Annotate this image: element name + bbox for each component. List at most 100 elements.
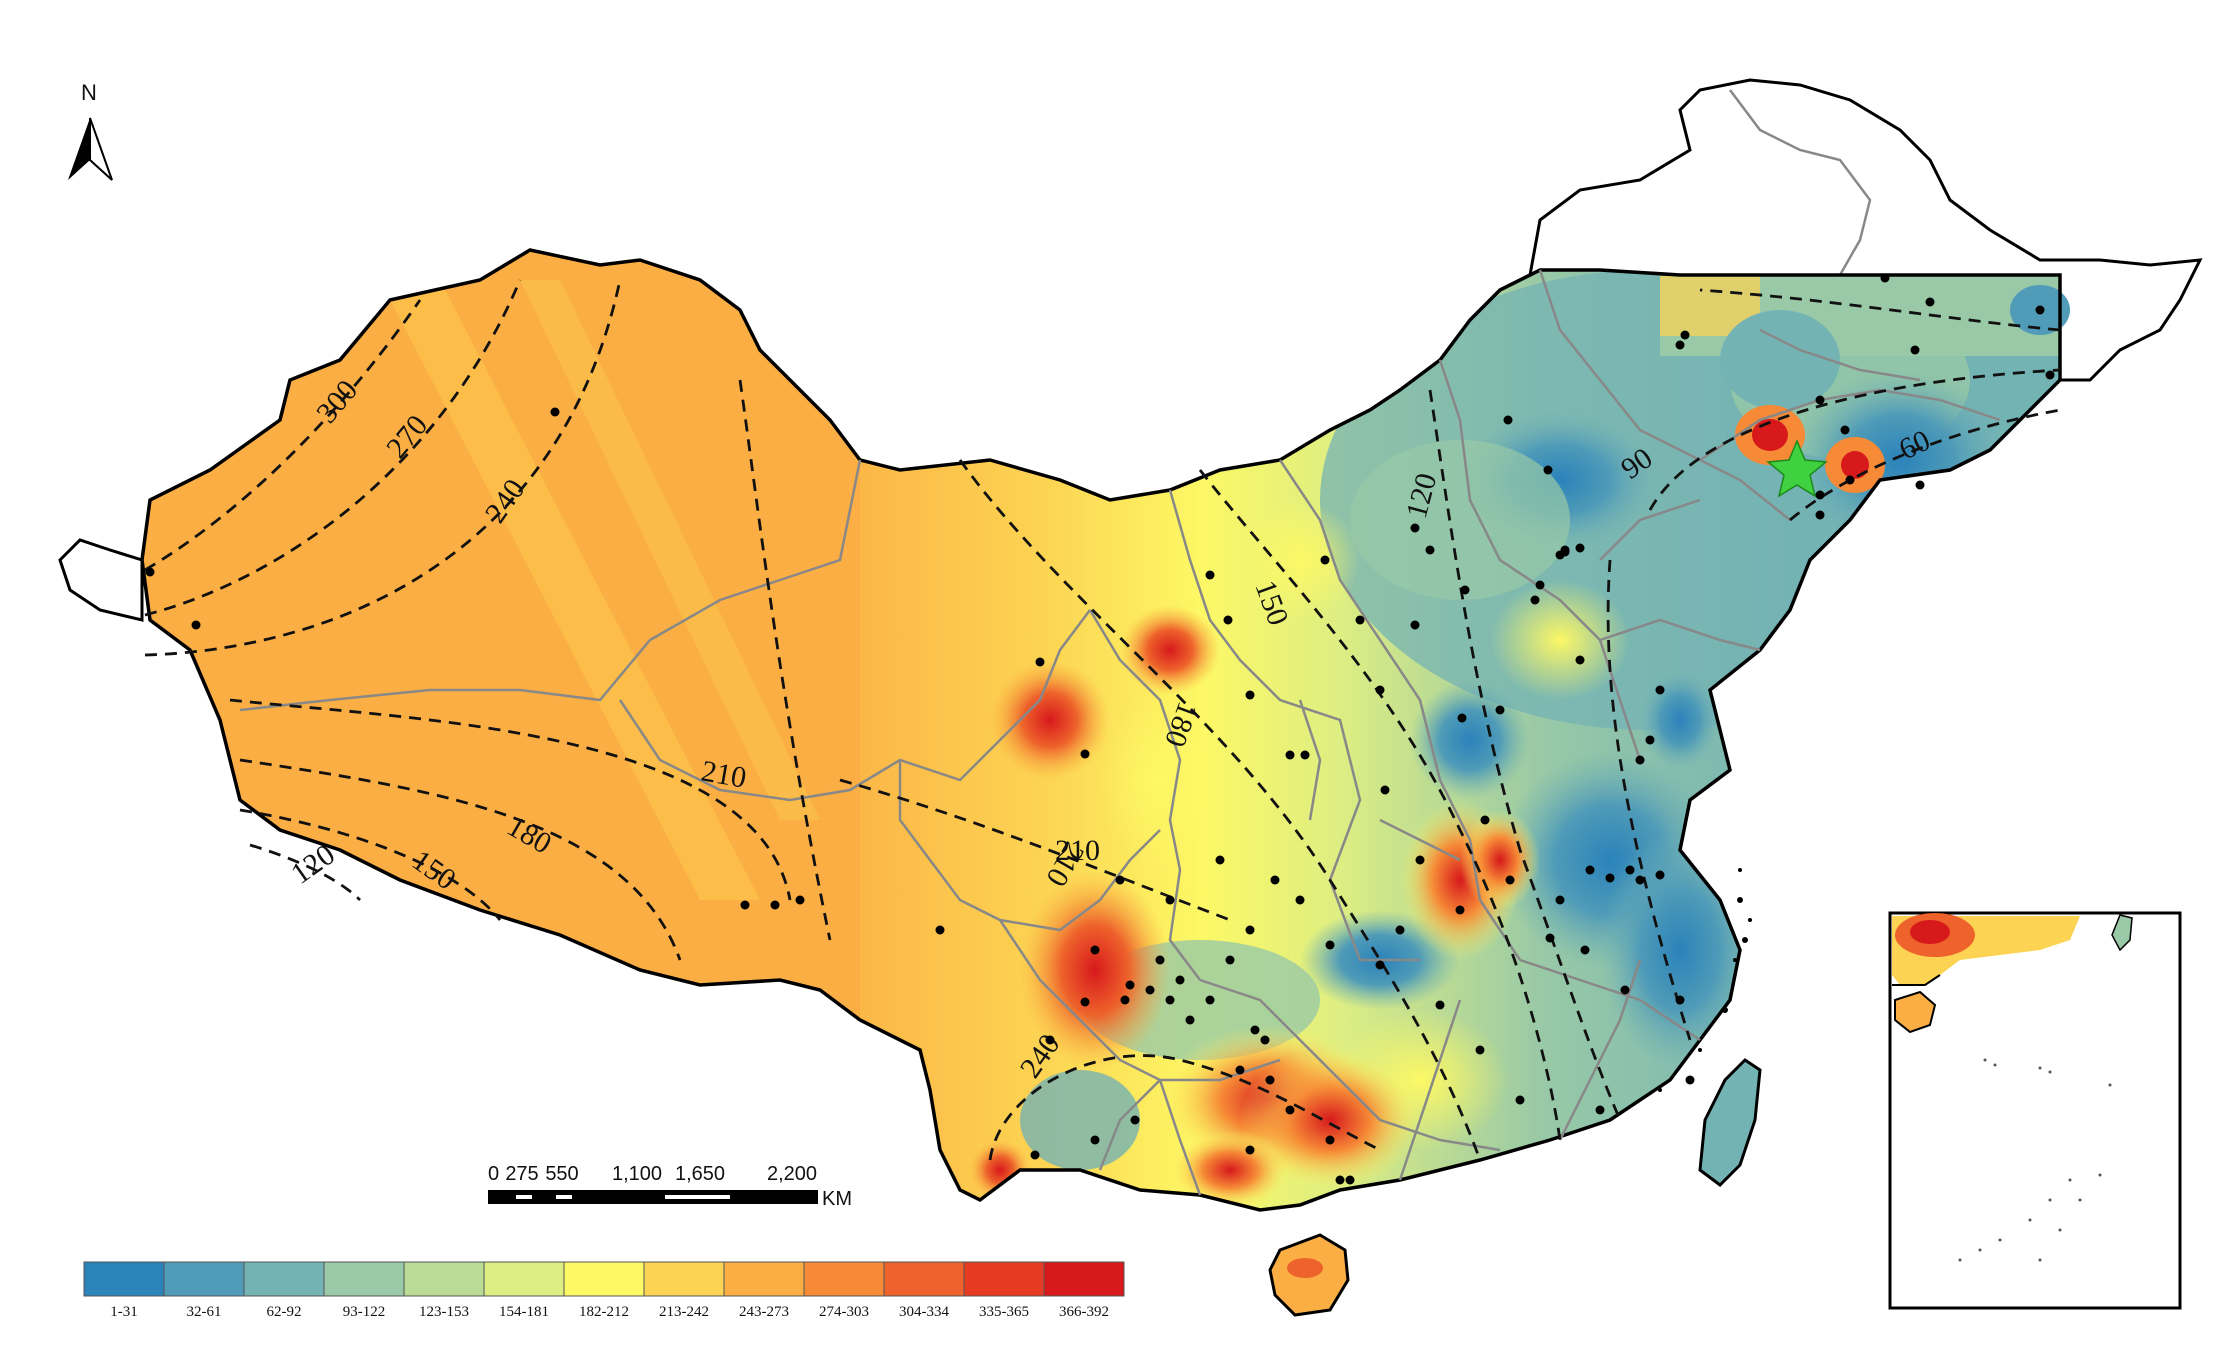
legend-label: 32-61	[187, 1304, 222, 1320]
station-point	[1675, 995, 1685, 1005]
station-point	[1455, 905, 1465, 915]
station-point	[935, 925, 945, 935]
station-point	[1245, 690, 1255, 700]
station-point	[1120, 995, 1130, 1005]
station-point	[1395, 925, 1405, 935]
stations-layer	[145, 273, 2055, 1305]
station-point	[1250, 1025, 1260, 1035]
legend-label: 182-212	[579, 1304, 629, 1320]
station-point	[1265, 1075, 1275, 1085]
scale-tick-label: 0	[488, 1163, 499, 1185]
legend-swatch	[963, 1261, 1045, 1297]
station-point	[1325, 1135, 1335, 1145]
station-point	[1165, 895, 1175, 905]
legend-swatch	[1043, 1261, 1125, 1297]
station-point	[1125, 980, 1135, 990]
station-point	[1545, 933, 1555, 943]
station-point	[1585, 865, 1595, 875]
station-point	[1205, 995, 1215, 1005]
station-point	[1635, 755, 1645, 765]
legend-label: 243-273	[739, 1304, 789, 1320]
province-boundaries	[239, 269, 2001, 1196]
station-point	[1480, 815, 1490, 825]
legend-label: 335-365	[979, 1304, 1029, 1320]
station-point	[1235, 1065, 1245, 1075]
station-point	[1285, 750, 1295, 760]
station-point	[1655, 685, 1665, 695]
station-point	[1080, 997, 1090, 1007]
legend-swatch	[483, 1261, 565, 1297]
legend-swatch	[403, 1261, 485, 1297]
legend-label: 304-334	[899, 1304, 949, 1320]
station-point	[1435, 1000, 1445, 1010]
station-point	[1680, 330, 1690, 340]
legend-label: 123-153	[419, 1304, 469, 1320]
station-point	[1575, 655, 1585, 665]
station-point	[1625, 865, 1635, 875]
station-point	[1185, 1015, 1195, 1025]
station-point	[1505, 875, 1515, 885]
legend-swatch	[803, 1261, 885, 1297]
station-point	[1543, 465, 1553, 475]
station-point	[1030, 1150, 1040, 1160]
legend-swatch	[243, 1261, 325, 1297]
station-point	[1415, 855, 1425, 865]
legend-label: 274-303	[819, 1304, 869, 1320]
legend-swatch	[723, 1261, 805, 1297]
station-point	[145, 567, 155, 577]
station-point	[1580, 945, 1590, 955]
station-point	[1840, 425, 1850, 435]
station-point	[1375, 960, 1385, 970]
station-point	[1605, 873, 1615, 883]
station-point	[1655, 870, 1665, 880]
legend-label: 366-392	[1059, 1304, 1109, 1320]
legend-swatch	[643, 1261, 725, 1297]
legend-swatch	[163, 1261, 245, 1297]
station-point	[191, 620, 201, 630]
station-point	[1145, 985, 1155, 995]
scale-unit: KM	[822, 1188, 852, 1210]
xinjiang-nodata	[58, 538, 144, 622]
station-point	[1620, 985, 1630, 995]
station-point	[2045, 370, 2055, 380]
legend-swatch	[323, 1261, 405, 1297]
station-point	[1320, 555, 1330, 565]
station-point	[1035, 657, 1045, 667]
station-point	[1925, 297, 1935, 307]
contour-label: 210	[1055, 834, 1100, 867]
station-point	[1175, 975, 1185, 985]
station-point	[1345, 1175, 1355, 1185]
station-point	[550, 407, 560, 417]
station-point	[1270, 875, 1280, 885]
station-point	[1495, 705, 1505, 715]
station-point	[1555, 895, 1565, 905]
station-point	[1245, 1145, 1255, 1155]
scale-tick-label: 275	[505, 1163, 538, 1185]
station-point	[1645, 735, 1655, 745]
station-point	[770, 900, 780, 910]
station-point	[1205, 570, 1215, 580]
legend-label: 62-92	[267, 1304, 302, 1320]
south-china-sea-inset	[1888, 911, 2182, 1310]
station-point	[1915, 480, 1925, 490]
station-point	[1503, 415, 1513, 425]
station-point	[1130, 1115, 1140, 1125]
legend: 1-31 32-61 62-92 93-122 123-153 154-181 182-21…	[83, 1261, 1125, 1320]
legend-swatch	[83, 1261, 165, 1297]
legend-swatch	[563, 1261, 645, 1297]
northeast-province-lines	[1729, 89, 1872, 276]
station-point	[1535, 580, 1545, 590]
isolines	[144, 279, 2061, 1161]
legend-label: 93-122	[343, 1304, 386, 1320]
station-point	[1595, 1105, 1605, 1115]
china-outline	[140, 248, 2062, 1212]
station-point	[2035, 305, 2045, 315]
scale-tick-label: 2,200	[767, 1163, 817, 1185]
station-point	[1155, 955, 1165, 965]
station-point	[1285, 1105, 1295, 1115]
station-point	[1090, 945, 1100, 955]
station-point	[1215, 855, 1225, 865]
station-point	[1845, 475, 1855, 485]
station-point	[740, 900, 750, 910]
